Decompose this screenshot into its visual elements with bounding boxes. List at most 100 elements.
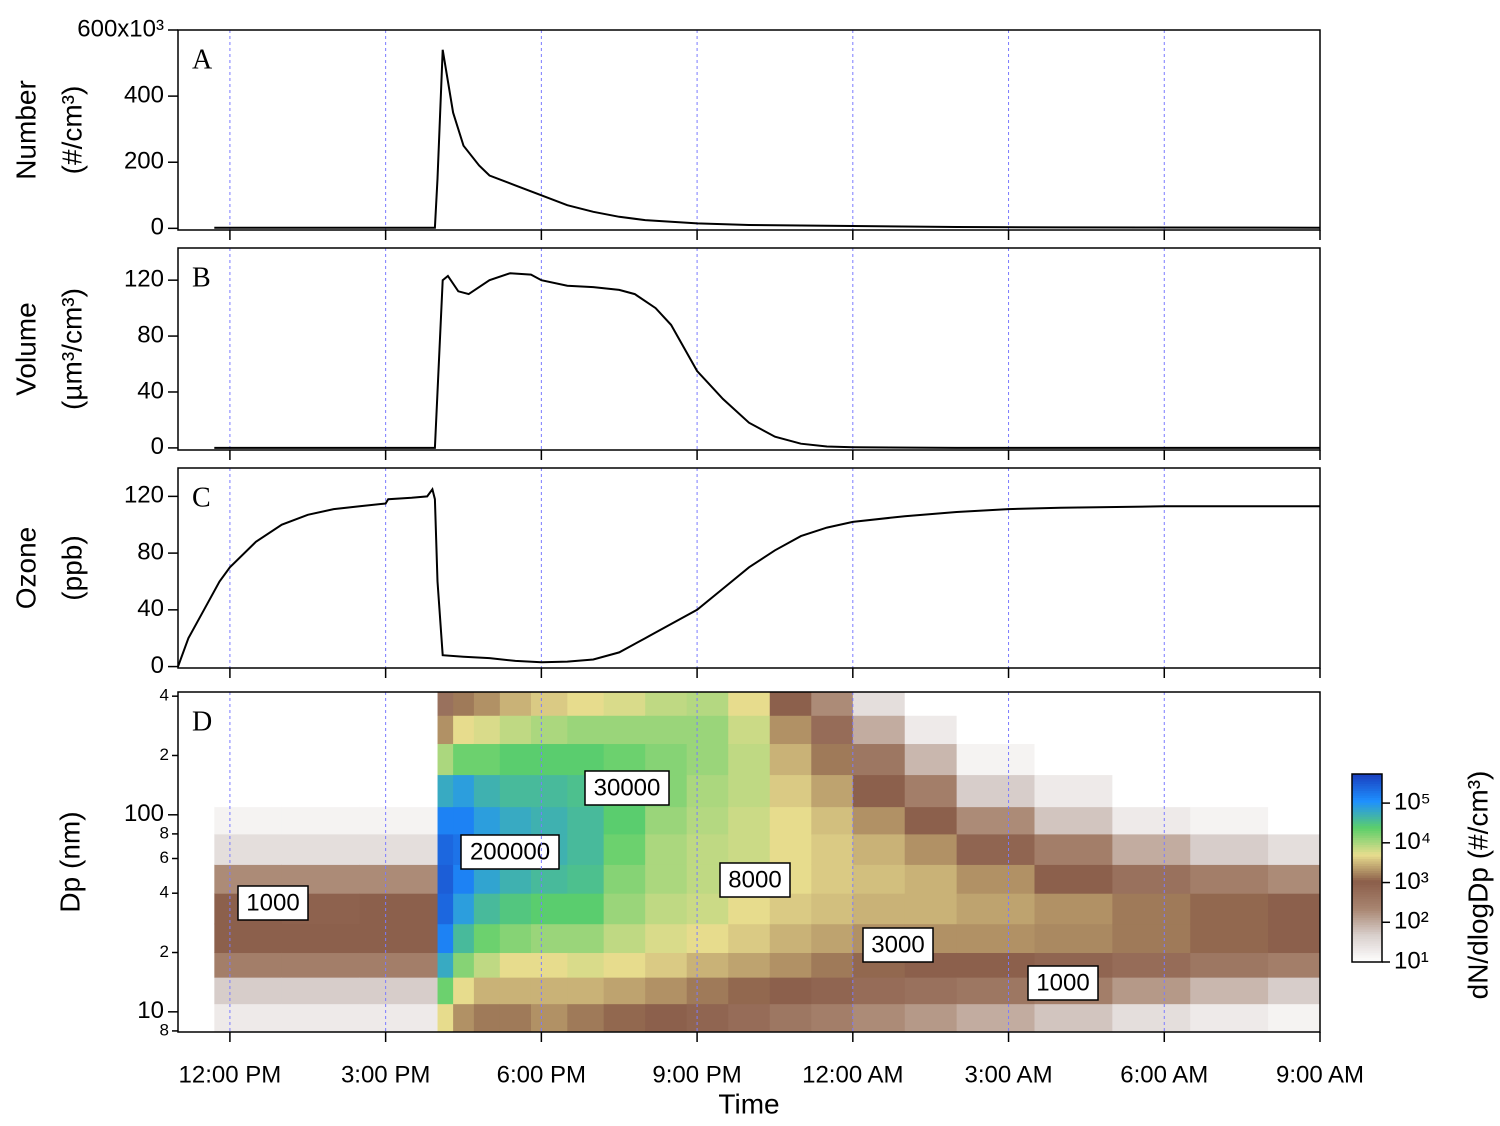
- heatmap-cell: [603, 952, 646, 978]
- heatmap-cell: [281, 1003, 361, 1032]
- heatmap-cell: [728, 692, 771, 716]
- heatmap-cell: [769, 893, 812, 925]
- colorbar-slice: [1352, 806, 1382, 810]
- heatmap-cell: [473, 952, 501, 978]
- y-tick-label: 200: [124, 148, 164, 175]
- heatmap-cell: [473, 743, 501, 776]
- heatmap-cell: [1034, 806, 1113, 835]
- x-tick-label: 3:00 AM: [965, 1061, 1053, 1088]
- colorbar-slice: [1352, 957, 1382, 961]
- heatmap-cell: [453, 774, 475, 808]
- heatmap-cell: [359, 743, 439, 776]
- heatmap-cell: [473, 893, 501, 925]
- heatmap-cell: [1034, 833, 1113, 865]
- heatmap-cell: [473, 715, 501, 745]
- heatmap-cell: [686, 952, 729, 978]
- colorbar-slice: [1352, 823, 1382, 827]
- heatmap-cell: [1190, 1003, 1269, 1032]
- heatmap-cell: [603, 833, 646, 865]
- panel: 0 40 80 120 C Ozone (ppb): [10, 467, 1321, 679]
- heatmap-cell: [530, 743, 568, 776]
- colorbar-slice: [1352, 804, 1382, 808]
- y-tick-label: 80: [137, 321, 164, 348]
- heatmap-cell: [359, 923, 439, 954]
- heatmap-cell: [1034, 893, 1113, 925]
- heatmap-cell: [603, 692, 646, 716]
- heatmap-cell: [904, 893, 958, 925]
- heatmap-cell: [214, 977, 283, 1005]
- heatmap-cell: [645, 692, 688, 716]
- heatmap-cell: [1112, 952, 1191, 978]
- heatmap-cell: [904, 806, 958, 835]
- heatmap-cell: [473, 774, 501, 808]
- heatmap-cell: [567, 1003, 605, 1032]
- heatmap-cell: [904, 977, 958, 1005]
- heatmap-cell: [769, 833, 812, 865]
- contour-label-box: [584, 770, 670, 806]
- heatmap-cell: [852, 833, 906, 865]
- heatmap-cell: [1190, 715, 1269, 745]
- colorbar-slice: [1352, 813, 1382, 817]
- heatmap-cell: [811, 1003, 854, 1032]
- heatmap-cell: [645, 864, 688, 894]
- heatmap-cell: [603, 864, 646, 894]
- colorbar-slice: [1352, 781, 1382, 784]
- heatmap-cell: [645, 743, 688, 776]
- panel-label: B: [192, 262, 211, 293]
- heatmap-cell: [473, 1003, 501, 1032]
- heatmap-cell: [214, 952, 283, 978]
- heatmap-cell: [645, 952, 688, 978]
- heatmap-cell: [453, 715, 475, 745]
- heatmap-cell: [437, 833, 454, 865]
- heatmap-cell: [1112, 893, 1191, 925]
- heatmap-cell: [1034, 715, 1113, 745]
- colorbar-slice: [1352, 809, 1382, 813]
- heatmap-cell: [1268, 743, 1321, 776]
- colorbar-slice: [1352, 811, 1382, 815]
- colorbar-slice: [1352, 872, 1382, 876]
- colorbar-slice: [1352, 830, 1382, 834]
- heatmap-cell: [686, 715, 729, 745]
- heatmap-cell: [603, 1003, 646, 1032]
- colorbar-slice: [1352, 865, 1382, 869]
- x-tick-label: 6:00 PM: [497, 1061, 586, 1088]
- heatmap-cell: [811, 806, 854, 835]
- heatmap-cell: [567, 715, 605, 745]
- colorbar-slice: [1352, 774, 1382, 777]
- heatmap-cell: [499, 692, 532, 716]
- y-tick-label: 40: [137, 595, 164, 622]
- heatmap-cell: [499, 743, 532, 776]
- contour-label-box: [862, 927, 934, 963]
- heatmap-cell: [956, 743, 1035, 776]
- colorbar-slice: [1352, 795, 1382, 798]
- heatmap-cell: [686, 893, 729, 925]
- heatmap-cell: [1190, 833, 1269, 865]
- data-line: [214, 272, 1320, 449]
- heatmap-cell: [904, 833, 958, 865]
- heatmap-cell: [852, 806, 906, 835]
- panel-label: D: [192, 706, 212, 737]
- heatmap-cell: [499, 806, 532, 835]
- heatmap-cell: [530, 774, 568, 808]
- heatmap-cell: [769, 743, 812, 776]
- x-tick-label: 6:00 AM: [1120, 1061, 1208, 1088]
- heatmap-cell: [956, 833, 1035, 865]
- heatmap-cell: [1034, 743, 1113, 776]
- colorbar-slice: [1352, 882, 1382, 885]
- heatmap-cell: [904, 692, 958, 716]
- heatmap-cell: [956, 923, 1035, 954]
- colorbar-slice: [1352, 832, 1382, 836]
- heatmap-cell: [453, 743, 475, 776]
- panel: 0 200 400 600x10³ A Number (#/cm³): [10, 15, 1321, 241]
- x-tick-label: 3:00 PM: [341, 1061, 430, 1088]
- heatmap-cell: [904, 1003, 958, 1032]
- heatmap-cell: [1268, 806, 1321, 835]
- heatmap-cell: [567, 806, 605, 835]
- heatmap-cell: [530, 952, 568, 978]
- heatmap-cell: [603, 715, 646, 745]
- x-tick-label: 9:00 AM: [1276, 1061, 1364, 1088]
- heatmap-cell: [437, 774, 454, 808]
- heatmap-cell: [1112, 715, 1191, 745]
- heatmap-cell: [811, 692, 854, 716]
